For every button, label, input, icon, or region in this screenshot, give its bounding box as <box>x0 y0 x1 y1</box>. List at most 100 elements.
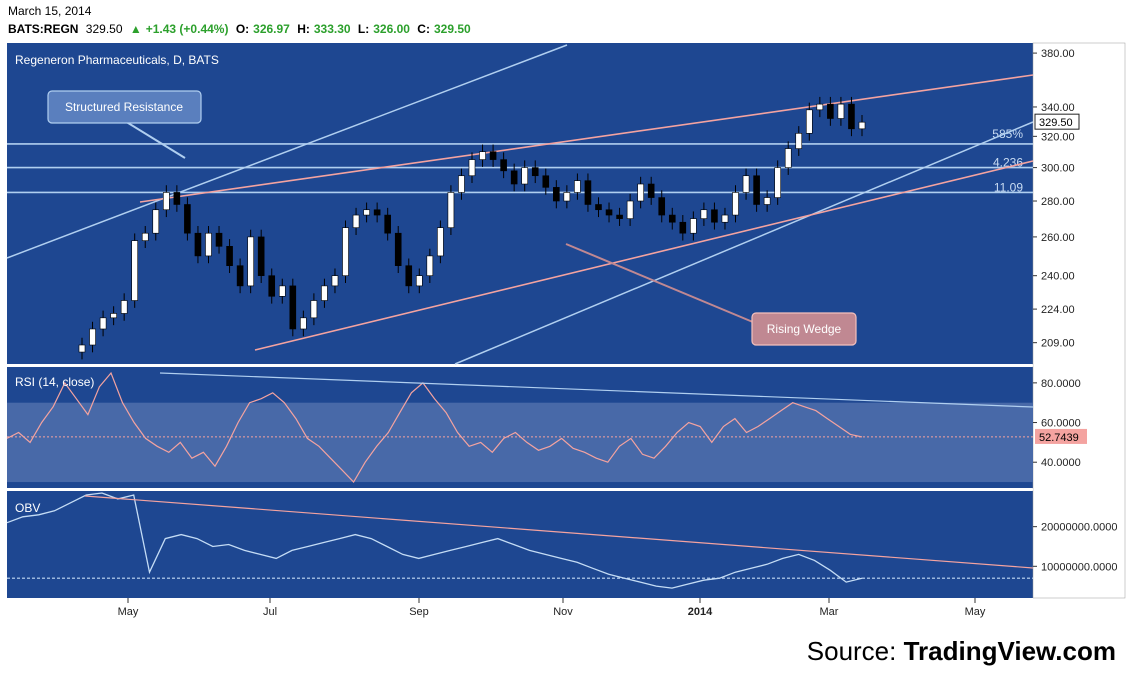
rsi-last-tag <box>1035 428 1087 444</box>
price-axis-label: 209.00 <box>1041 338 1075 350</box>
candle-down <box>394 232 402 266</box>
rsi-band <box>7 402 1033 483</box>
candle-down <box>616 214 623 219</box>
x-axis-label: Jul <box>263 606 277 618</box>
price-chart-title: Regeneron Pharmaceuticals, D, BATS <box>15 53 219 67</box>
rising-wedge-label: Rising Wedge <box>767 322 842 336</box>
obv-trendline <box>84 495 1034 569</box>
candle-down <box>668 214 676 223</box>
candle-up <box>458 175 465 193</box>
candle-down <box>257 236 265 276</box>
candle-down <box>711 209 718 223</box>
candle-up <box>141 232 149 241</box>
candle-up <box>784 148 792 168</box>
source-name: TradingView.com <box>903 636 1116 666</box>
candle-up <box>300 317 307 330</box>
price-axis-label: 300.00 <box>1041 163 1075 175</box>
candle-down <box>510 170 518 185</box>
candle-up <box>521 167 529 185</box>
candle-down <box>647 183 655 198</box>
obv-axis-label: 20000000.0000 <box>1041 522 1117 534</box>
candle-up <box>331 275 339 287</box>
rsi-title: RSI (14, close) <box>15 375 94 389</box>
candle-up <box>721 214 729 223</box>
candle-up <box>247 236 254 287</box>
rsi-axis-label: 40.0000 <box>1041 457 1081 469</box>
candle-up <box>152 209 160 234</box>
candle-down <box>405 265 413 287</box>
candle-up <box>732 192 739 216</box>
candle-down <box>827 103 834 119</box>
wedge-lower-line <box>254 160 1034 351</box>
last-price-tag <box>1034 113 1080 130</box>
source-prefix: Source: <box>806 636 904 666</box>
candle-up <box>99 317 107 330</box>
x-axis-label: 2014 <box>688 606 713 618</box>
candle-up <box>163 192 170 211</box>
candle-down <box>553 187 560 202</box>
candle-up <box>120 300 128 314</box>
candle-up <box>447 192 455 228</box>
x-axis-label: May <box>118 606 139 618</box>
candle-up <box>110 313 117 319</box>
candle-up <box>858 121 866 130</box>
candle-down <box>384 214 391 234</box>
candle-down <box>226 246 233 266</box>
candle-up <box>415 275 423 287</box>
obv-panel-bg <box>7 491 1033 598</box>
candle-up <box>690 218 697 234</box>
candle-up <box>426 255 434 276</box>
rsi-axis-label: 60.0000 <box>1041 418 1081 430</box>
x-axis-label: Mar <box>820 606 839 618</box>
candle-down <box>531 167 539 177</box>
candle-up <box>574 180 581 193</box>
price-axis-label: 240.00 <box>1041 271 1075 283</box>
candle-down <box>236 265 244 287</box>
wedge-upper-line <box>139 74 1034 203</box>
candle-up <box>278 285 286 297</box>
candle-up <box>837 103 845 119</box>
callout-pointer <box>119 117 186 159</box>
chart-date: March 15, 2014 <box>8 4 92 18</box>
candle-up <box>89 328 96 346</box>
candle-up <box>342 227 349 276</box>
price-axis-label: 380.00 <box>1041 48 1075 60</box>
obv-axis-label: 10000000.0000 <box>1041 561 1117 573</box>
high-label: H: <box>297 22 310 36</box>
candle-up <box>352 214 360 228</box>
candle-down <box>268 275 276 297</box>
fib-label: 4.236 <box>993 156 1023 170</box>
candle-down <box>173 192 181 205</box>
candle-up <box>816 103 824 111</box>
fib-label: 11.09 <box>994 180 1023 194</box>
x-axis-label: May <box>965 606 986 618</box>
upper-channel-line <box>6 44 568 259</box>
candle-up <box>763 197 771 205</box>
candle-down <box>584 180 592 205</box>
candle-up <box>437 227 444 257</box>
candle-down <box>489 151 497 160</box>
rising-wedge-callout <box>751 312 857 346</box>
candle-up <box>321 285 328 301</box>
x-axis-label: Sep <box>409 606 429 618</box>
y-axis-panel <box>1032 42 1126 599</box>
candle-up <box>637 183 644 202</box>
rsi-trendline <box>159 372 1034 408</box>
candle-up <box>131 240 139 301</box>
open-label: O: <box>235 22 250 36</box>
candle-down <box>848 103 855 130</box>
candle-down <box>289 285 297 330</box>
candle-up <box>626 200 634 219</box>
low-label: L: <box>357 22 370 36</box>
candle-down <box>542 175 550 188</box>
candle-up <box>363 209 370 216</box>
fib-label: 585% <box>992 127 1023 141</box>
candle-up <box>774 167 781 198</box>
candle-up <box>742 175 750 193</box>
price-axis-label: 224.00 <box>1041 304 1075 316</box>
price-axis-label: 340.00 <box>1041 102 1075 114</box>
price-change: +1.43 (+0.44%) <box>145 22 229 36</box>
candle-down <box>595 204 602 211</box>
candle-down <box>194 232 202 257</box>
